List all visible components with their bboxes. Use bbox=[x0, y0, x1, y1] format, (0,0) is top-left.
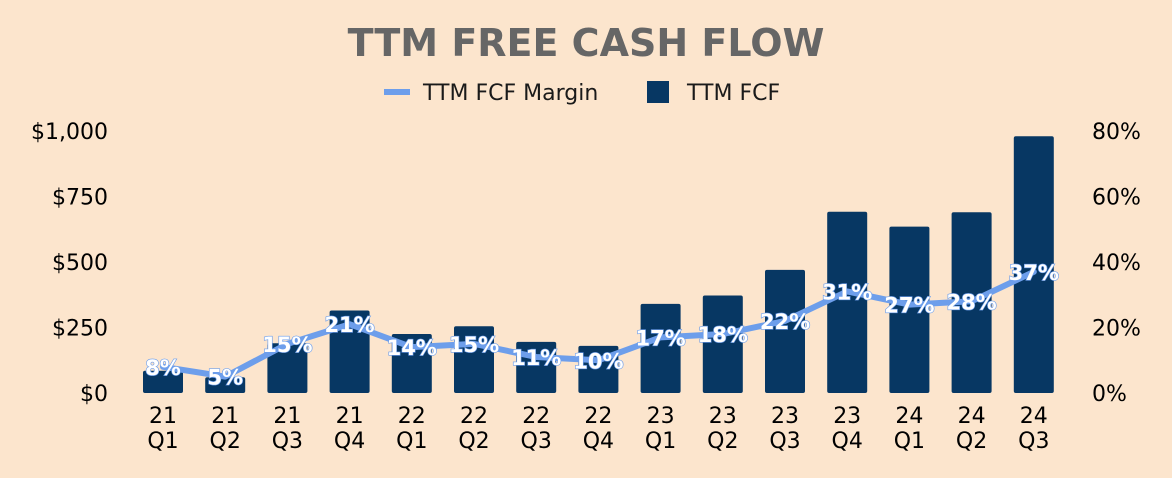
category-quarter-label: Q1 bbox=[147, 429, 178, 454]
fcf-bar bbox=[143, 370, 183, 393]
margin-data-label: 17% bbox=[635, 326, 685, 350]
margin-data-label: 31% bbox=[822, 280, 872, 304]
margin-data-label: 28% bbox=[946, 290, 996, 314]
right-tick-label: 40% bbox=[1092, 251, 1141, 276]
right-tick-label: 0% bbox=[1092, 382, 1127, 407]
category-year-label: 24 bbox=[895, 404, 923, 429]
fcf-bar bbox=[267, 343, 308, 393]
margin-data-label: 10% bbox=[573, 349, 623, 373]
left-tick-label: $1,000 bbox=[31, 120, 108, 145]
category-labels: 21Q121Q221Q321Q422Q122Q222Q322Q423Q123Q2… bbox=[147, 404, 1049, 454]
fcf-bar bbox=[640, 303, 681, 393]
right-tick-label: 20% bbox=[1092, 317, 1141, 342]
category-quarter-label: Q3 bbox=[521, 429, 552, 454]
category-quarter-label: Q2 bbox=[956, 429, 987, 454]
margin-data-label: 18% bbox=[698, 323, 748, 347]
margin-data-label: 22% bbox=[760, 310, 810, 334]
margin-data-label: 21% bbox=[324, 313, 374, 337]
left-tick-label: $500 bbox=[52, 251, 108, 276]
right-axis-ticks: 0% 20% 40% 60% 80% bbox=[1092, 120, 1141, 407]
category-year-label: 21 bbox=[273, 404, 301, 429]
margin-line-layer bbox=[160, 268, 1037, 380]
category-quarter-label: Q3 bbox=[272, 429, 303, 454]
fcf-bar bbox=[1013, 136, 1054, 394]
fcf-bar bbox=[205, 377, 246, 393]
legend: TTM FCF Margin TTM FCF bbox=[384, 81, 780, 106]
category-quarter-label: Q1 bbox=[645, 429, 676, 454]
margin-data-label: 5% bbox=[207, 366, 243, 390]
legend-label-margin: TTM FCF Margin bbox=[422, 81, 598, 106]
category-quarter-label: Q2 bbox=[707, 429, 738, 454]
category-year-label: 24 bbox=[1020, 404, 1048, 429]
margin-data-label: 11% bbox=[511, 346, 561, 370]
right-tick-label: 80% bbox=[1092, 120, 1141, 145]
category-year-label: 21 bbox=[149, 404, 177, 429]
margin-data-label: 27% bbox=[884, 294, 934, 318]
left-tick-label: $750 bbox=[52, 186, 108, 211]
category-quarter-label: Q4 bbox=[832, 429, 863, 454]
category-year-label: 22 bbox=[398, 404, 426, 429]
category-year-label: 21 bbox=[211, 404, 239, 429]
fcf-margin-line bbox=[160, 268, 1037, 380]
fcf-bar bbox=[765, 269, 805, 393]
category-year-label: 24 bbox=[958, 404, 986, 429]
category-year-label: 23 bbox=[833, 404, 861, 429]
margin-data-label: 37% bbox=[1009, 261, 1059, 285]
left-axis-ticks: $0 $250 $500 $750 $1,000 bbox=[31, 120, 108, 407]
category-year-label: 22 bbox=[522, 404, 550, 429]
fcf-bar bbox=[702, 295, 743, 393]
category-quarter-label: Q1 bbox=[894, 429, 925, 454]
category-quarter-label: Q3 bbox=[769, 429, 800, 454]
margin-data-label: 15% bbox=[449, 333, 499, 357]
fcf-bar bbox=[889, 226, 930, 393]
legend-swatch-fcf bbox=[647, 81, 669, 103]
category-year-label: 23 bbox=[709, 404, 737, 429]
category-quarter-label: Q4 bbox=[334, 429, 365, 454]
left-tick-label: $250 bbox=[52, 317, 108, 342]
category-year-label: 22 bbox=[584, 404, 612, 429]
category-quarter-label: Q2 bbox=[210, 429, 241, 454]
right-tick-label: 60% bbox=[1092, 186, 1141, 211]
left-tick-label: $0 bbox=[80, 382, 108, 407]
category-quarter-label: Q2 bbox=[458, 429, 489, 454]
category-quarter-label: Q4 bbox=[583, 429, 614, 454]
category-year-label: 21 bbox=[336, 404, 364, 429]
category-quarter-label: Q1 bbox=[396, 429, 427, 454]
category-quarter-label: Q3 bbox=[1018, 429, 1049, 454]
margin-data-label: 14% bbox=[387, 336, 437, 360]
category-year-label: 22 bbox=[460, 404, 488, 429]
chart-title: TTM FREE CASH FLOW bbox=[348, 21, 825, 65]
margin-data-label: 15% bbox=[262, 333, 312, 357]
margin-data-label: 8% bbox=[145, 356, 181, 380]
legend-label-fcf: TTM FCF bbox=[686, 81, 780, 106]
category-year-label: 23 bbox=[771, 404, 799, 429]
margin-data-labels: 8% 5% 15% 21% 14% 15% 11% 10% 17% 18% 22% 31% 27% 28%… bbox=[145, 260, 1060, 390]
fcf-bar bbox=[827, 211, 868, 393]
category-year-label: 23 bbox=[647, 404, 675, 429]
